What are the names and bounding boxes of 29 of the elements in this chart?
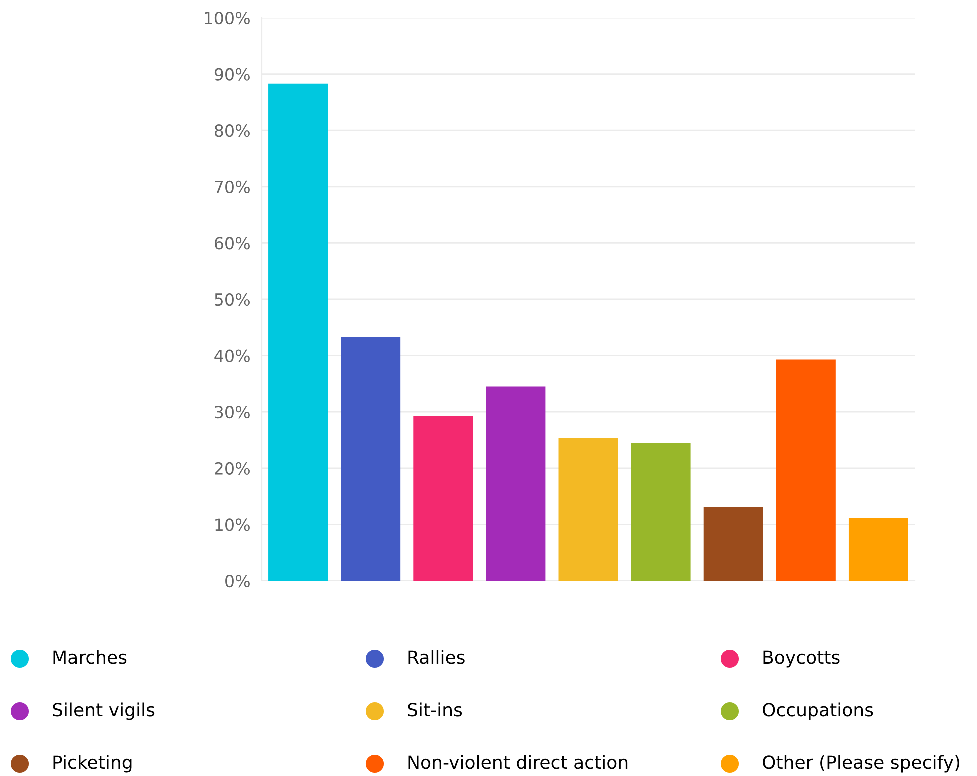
- y-tick-label: 30%: [215, 406, 250, 419]
- legend-label: Other (Please specify): [763, 755, 960, 773]
- bar: [268, 84, 328, 581]
- legend-label: Picketing: [54, 755, 132, 773]
- bar: [776, 360, 836, 581]
- y-tick-label: 50%: [215, 293, 250, 306]
- bar: [486, 386, 546, 581]
- y-tick-label: 80%: [214, 124, 250, 138]
- legend-label: Marches: [54, 650, 127, 664]
- y-tick-label: 70%: [215, 180, 250, 194]
- y-tick-label: 10%: [216, 518, 250, 532]
- y-tick-label: 40%: [214, 350, 250, 362]
- y-tick-label: 100%: [205, 12, 250, 25]
- legend-label: Non-violent direct action: [408, 755, 628, 770]
- bar: [341, 337, 401, 581]
- bar: [558, 438, 618, 581]
- legend-label: Rallies: [408, 650, 465, 664]
- bar: [631, 443, 691, 581]
- y-tick-label: 60%: [215, 237, 250, 250]
- y-tick-label: 90%: [214, 68, 250, 81]
- legend-label: Sit-ins: [408, 702, 462, 717]
- y-tick-label: 20%: [215, 462, 250, 475]
- bar: [848, 518, 908, 581]
- legend-label: Silent vigils: [53, 702, 155, 720]
- y-tick-label: 0%: [226, 574, 250, 588]
- bar: [704, 507, 764, 581]
- legend-label: Boycotts: [764, 650, 840, 668]
- legend-label: Occupations: [763, 702, 874, 720]
- bar: [414, 416, 474, 581]
